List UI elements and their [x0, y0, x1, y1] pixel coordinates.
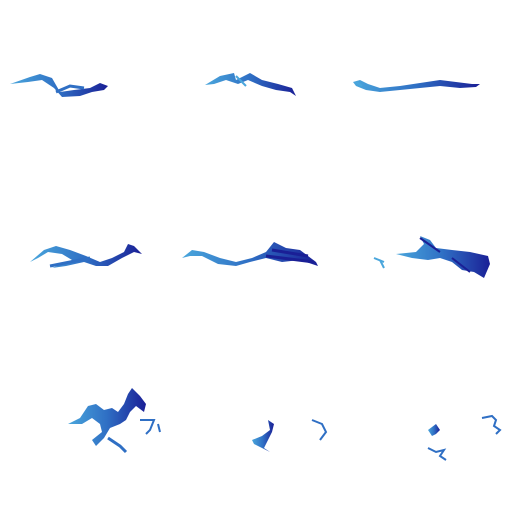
ribbon-cell-2: [205, 73, 296, 96]
ribbon-cell-5: [182, 242, 318, 266]
ribbon-cell-7: [68, 388, 161, 454]
ribbon-cell-6: [373, 236, 490, 278]
ribbon-cell-3: [353, 80, 480, 92]
ribbon-cell-9: [427, 414, 502, 461]
ribbon-cell-8: [252, 419, 328, 452]
ribbon-cell-1: [10, 74, 108, 97]
ribbon-cell-4: [30, 244, 142, 268]
